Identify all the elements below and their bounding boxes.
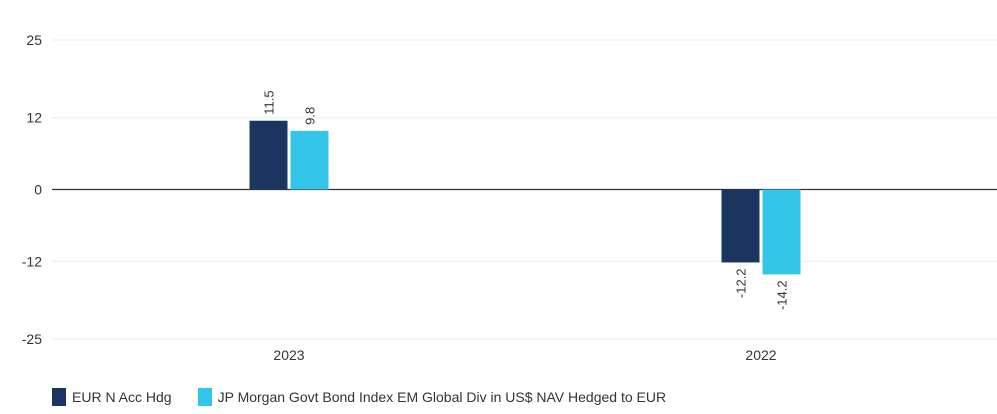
data-label-2022-series-1: -12.2	[734, 268, 749, 298]
legend-swatch-series-1	[52, 388, 66, 406]
y-tick-label: -12	[22, 253, 42, 269]
y-tick-label: 0	[34, 182, 42, 198]
bar-2022-series-2	[762, 189, 801, 275]
legend-item-series-1: EUR N Acc Hdg	[52, 388, 172, 406]
bar-2022-series-1	[721, 189, 760, 263]
y-tick-label: 12	[26, 110, 42, 126]
legend-item-series-2: JP Morgan Govt Bond Index EM Global Div …	[197, 388, 667, 406]
legend: EUR N Acc Hdg JP Morgan Govt Bond Index …	[52, 388, 666, 406]
legend-label-series-2: JP Morgan Govt Bond Index EM Global Div …	[217, 389, 667, 405]
data-label-2022-series-2: -14.2	[775, 280, 790, 310]
y-tick-label: -25	[22, 331, 42, 347]
data-label-2023-series-1: 11.5	[262, 90, 277, 114]
legend-label-series-1: EUR N Acc Hdg	[72, 389, 172, 405]
legend-swatch-series-2	[197, 388, 212, 406]
y-tick-label: 25	[26, 32, 42, 48]
data-label-2023-series-2: 9.8	[303, 107, 318, 125]
x-tick-label-2022: 2022	[745, 347, 776, 363]
x-tick-label-2023: 2023	[273, 347, 304, 363]
bar-2023-series-2	[290, 130, 329, 190]
bar-2023-series-1	[249, 120, 288, 190]
